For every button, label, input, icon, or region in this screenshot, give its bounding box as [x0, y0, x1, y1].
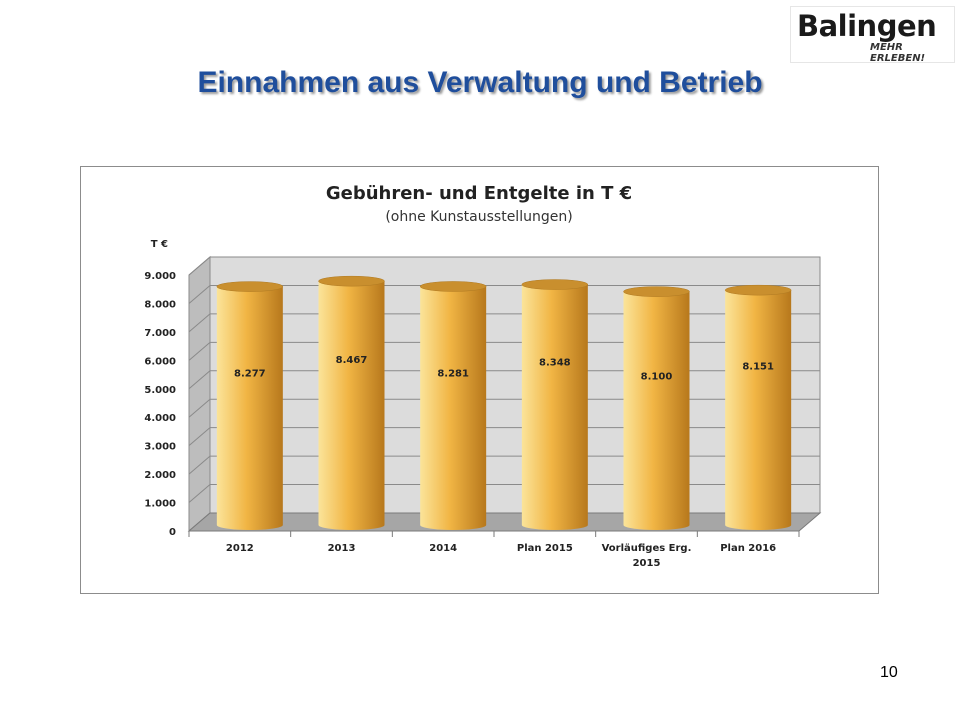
bar: [521, 279, 589, 530]
bar-body: [623, 291, 690, 530]
page-number: 10: [880, 664, 898, 681]
y-tick-label: 1.000: [144, 499, 176, 510]
x-tick-label: Vorläufiges Erg. 2015: [602, 543, 692, 569]
x-tick-label: 2014: [429, 543, 457, 554]
y-tick-label: 9.000: [144, 271, 176, 282]
chart-frame: 0 1.000 2.000 3.000 4.000 5.000 6.000 7.000 8.00…: [80, 166, 879, 594]
chart-side-wall: [188, 255, 211, 533]
y-tick-label: 3.000: [144, 442, 176, 453]
bar-top: [318, 275, 385, 287]
gridline: [188, 484, 820, 503]
data-label: 8.100: [641, 372, 673, 383]
bar-top: [623, 286, 690, 297]
data-label: 8.151: [742, 361, 774, 372]
gridline: [188, 256, 820, 276]
y-tick-label: 5.000: [144, 385, 176, 396]
gridline: [188, 313, 820, 333]
x-tick-label: Plan 2015: [517, 543, 573, 554]
bar: [318, 275, 385, 530]
bar-body: [725, 290, 792, 530]
bar-top: [419, 281, 487, 292]
y-tick-label: 0: [169, 527, 176, 538]
data-label: 8.467: [336, 355, 368, 366]
y-tick-label: 7.000: [144, 328, 176, 339]
gridline: [188, 370, 820, 390]
y-tick-label: 4.000: [144, 413, 176, 424]
logo-tagline: MEHR ERLEBEN!: [870, 42, 926, 64]
balingen-logo: Balingen MEHR ERLEBEN!: [790, 6, 955, 64]
bar-body: [521, 284, 588, 530]
data-label: 8.348: [539, 357, 571, 368]
chart-title: Gebühren- und Entgelte in T €: [326, 183, 632, 204]
bar-body: [318, 281, 385, 530]
gridline: [188, 284, 820, 304]
data-label: 8.281: [437, 368, 469, 379]
chart-subtitle: (ohne Kunstausstellungen): [385, 209, 572, 225]
gridline: [188, 427, 820, 447]
bar-top: [216, 281, 284, 292]
x-tick-label: 2012: [226, 543, 254, 554]
bar: [623, 286, 690, 530]
gridline: [188, 455, 820, 475]
gridline: [188, 398, 820, 418]
bar-body: [216, 286, 283, 530]
bar-top: [521, 279, 589, 290]
x-tick-label: Plan 2016: [720, 543, 776, 554]
bar: [216, 281, 284, 530]
slide-title: Einnahmen aus Verwaltung und Betrieb: [197, 66, 763, 99]
bar-top: [724, 284, 792, 296]
bar-body: [420, 286, 487, 530]
chart-back-wall: [209, 256, 821, 514]
x-tick-label: 2013: [328, 543, 356, 554]
logo-wordmark: Balingen: [797, 9, 937, 43]
y-axis-label: T €: [151, 239, 168, 250]
bar: [724, 284, 792, 530]
y-tick-label: 8.000: [144, 299, 176, 310]
data-label: 8.277: [234, 368, 266, 379]
y-tick-label: 6.000: [144, 356, 176, 367]
gridline: [188, 341, 820, 361]
y-tick-label: 2.000: [144, 470, 176, 481]
bar: [419, 281, 487, 530]
bar-chart: 0 1.000 2.000 3.000 4.000 5.000 6.000 7.000 8.00…: [144, 183, 822, 569]
